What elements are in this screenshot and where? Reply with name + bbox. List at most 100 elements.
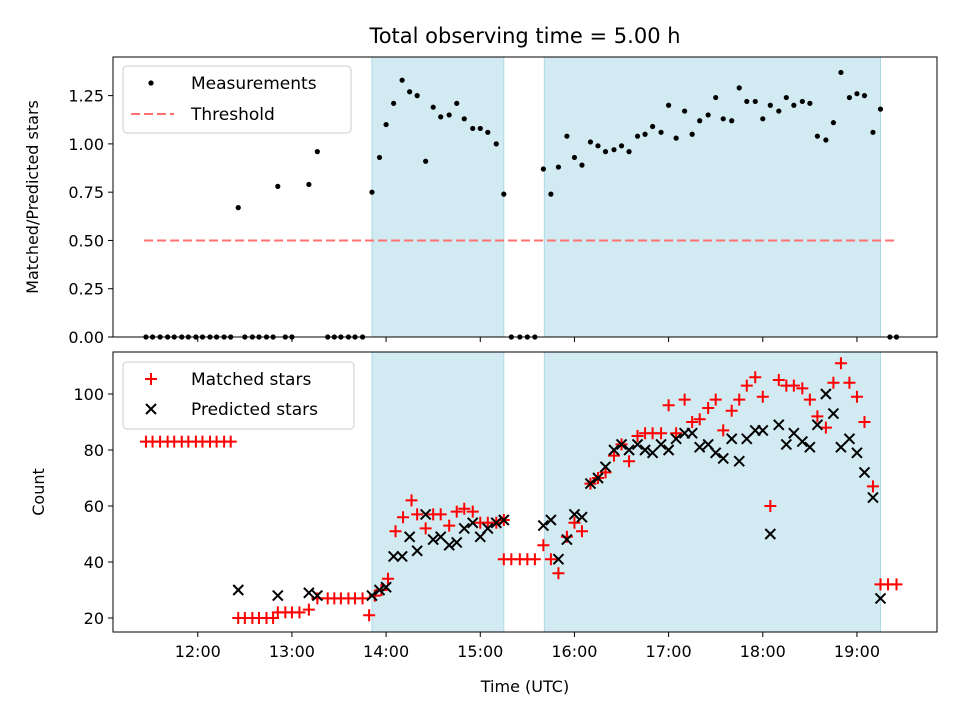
x-tick-label: 13:00 — [269, 642, 315, 661]
predicted-star-point — [764, 528, 777, 540]
matched-star-point — [356, 592, 369, 605]
predicted-star-point — [733, 455, 745, 467]
matched-star-point — [772, 374, 785, 386]
observing-window-2 — [543, 351, 881, 633]
measurement-point — [383, 121, 389, 128]
matched-star-point — [787, 379, 800, 392]
predicted-star-point — [451, 536, 463, 549]
measurement-point — [736, 85, 742, 91]
legend-marker-measurements — [148, 80, 154, 86]
matched-star-point — [709, 393, 722, 406]
measurement-point — [713, 94, 719, 101]
measurement-point — [430, 104, 436, 110]
matched-star-point — [670, 427, 683, 440]
predicted-star-point — [662, 444, 675, 456]
observing-window-1 — [371, 56, 505, 338]
y-axis: 20 40 60 80 100 — [73, 385, 113, 628]
y-axis: 0.00 0.25 0.50 0.75 1.00 1.25 — [68, 87, 113, 347]
x-tick-label: 14:00 — [363, 642, 409, 661]
predicted-star-point — [411, 545, 423, 557]
measurement-point — [682, 108, 688, 114]
measurement-point — [846, 94, 853, 101]
measurement-point — [870, 129, 876, 135]
measurement-point — [306, 181, 312, 188]
matched-star-point — [803, 393, 816, 406]
predicted-star-point — [796, 435, 809, 448]
predicted-star-point — [725, 433, 738, 445]
y-tick-label: 60 — [84, 497, 104, 516]
y-tick-label: 80 — [84, 441, 104, 460]
x-axis-label: Time (UTC) — [480, 677, 569, 696]
measurement-point — [673, 135, 679, 141]
predicted-star-point — [380, 581, 392, 593]
y-tick-label: 1.25 — [68, 87, 104, 106]
measurement-point — [485, 129, 491, 135]
measurement-point — [571, 154, 578, 161]
predicted-star-point — [435, 531, 447, 543]
measurement-point — [235, 205, 241, 211]
measurement-point — [602, 149, 609, 155]
measurement-point — [783, 94, 789, 101]
predicted-star-point — [303, 587, 315, 599]
measurement-point — [642, 131, 648, 137]
matched-star-point — [607, 449, 620, 462]
predicted-star-point — [874, 592, 887, 605]
panel-frame — [112, 351, 938, 633]
measurement-point — [493, 141, 499, 147]
measurement-point — [470, 125, 476, 132]
measurement-point — [438, 114, 444, 120]
legend-marker-matched — [145, 373, 157, 385]
matched-star-point — [458, 502, 471, 515]
predicted-star-point — [490, 517, 502, 529]
predicted-star-point — [467, 517, 479, 529]
matched-star-point — [890, 578, 903, 591]
ratio-panel: 0.00 0.25 0.50 0.75 1.00 1.25 Matched/Predict… — [23, 56, 938, 347]
matched-star-point — [693, 413, 706, 426]
matched-star-point — [293, 606, 306, 619]
predicted-star-point — [773, 419, 785, 431]
measurement-point — [697, 118, 703, 124]
matched-star-point — [733, 393, 746, 406]
predicted-star-point — [537, 519, 550, 532]
predicted-star-point — [568, 508, 581, 521]
predicted-star-point — [396, 550, 408, 563]
matched-star-point — [702, 402, 715, 414]
measurement-point — [548, 191, 554, 197]
y-axis-label: Matched/Predicted stars — [23, 100, 42, 294]
measurement-point — [838, 69, 844, 76]
matched-star-point — [678, 393, 691, 406]
matched-star-point — [834, 357, 847, 370]
matched-star-point — [756, 390, 769, 403]
measurement-point — [752, 98, 758, 105]
matched-star-point — [717, 424, 730, 437]
y-tick-label: 0.00 — [68, 328, 104, 347]
matched-star-point — [381, 572, 394, 585]
predicted-star-point — [615, 438, 628, 451]
observing-windows — [371, 351, 881, 633]
predicted-star-point — [576, 511, 588, 523]
matched-star-point — [552, 567, 565, 580]
y-tick-label: 0.50 — [68, 231, 104, 250]
matched-star-point — [866, 480, 879, 493]
matched-star-point — [843, 376, 856, 389]
predicted-star-point — [867, 491, 879, 504]
measurement-point — [314, 149, 320, 155]
measurement-point — [861, 93, 868, 99]
predicted-star-point — [311, 589, 324, 602]
matched-star-point — [662, 399, 675, 412]
predicted-star-point — [693, 441, 706, 453]
matched-star-point — [764, 500, 777, 512]
matched-star-point — [850, 390, 863, 403]
measurement-point — [650, 123, 656, 130]
matched-star-point — [363, 609, 376, 622]
matched-star-point — [858, 416, 871, 428]
measurement-point — [791, 102, 797, 108]
y-tick-label: 1.00 — [68, 135, 104, 154]
matched-star-point — [389, 525, 402, 538]
predicted-star-point — [686, 427, 698, 439]
matched-star-point — [655, 427, 668, 440]
x-axis-ticks — [197, 337, 858, 342]
observing-window-2 — [543, 56, 881, 338]
predicted-star-point — [366, 589, 378, 602]
x-axis-ticks: 12:00 13:00 14:00 15:00 16:00 17:00 18:00 19:00 — [175, 632, 880, 661]
